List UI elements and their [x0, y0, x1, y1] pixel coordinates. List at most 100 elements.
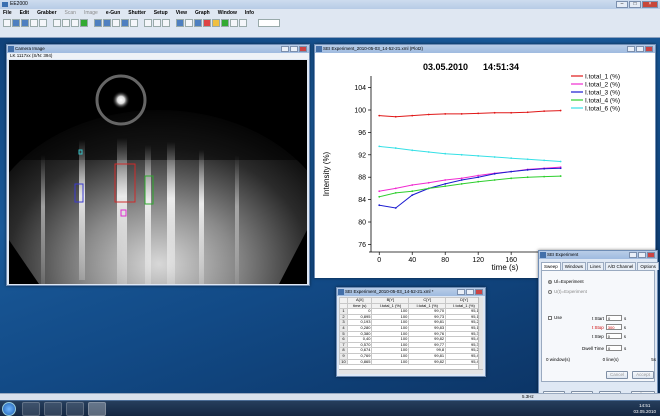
table-cell[interactable]: 0,895 — [346, 313, 373, 321]
use-checkbox[interactable]: Use — [548, 315, 562, 320]
table-cell[interactable]: 100 — [371, 319, 410, 326]
menu-grabber[interactable]: Grabber — [37, 10, 57, 16]
help-icon[interactable] — [239, 19, 247, 27]
paste-icon[interactable] — [71, 19, 79, 27]
table-row[interactable]: 2 0,895 100 99,73 95,15 — [339, 313, 483, 321]
table-cell[interactable]: 100 — [371, 358, 410, 366]
table-cell[interactable]: 100 — [371, 352, 410, 360]
table-cell[interactable]: 0,865 — [346, 358, 373, 366]
close-button[interactable]: × — [642, 1, 658, 8]
menu-info[interactable]: Info — [244, 10, 255, 16]
plot-icon[interactable] — [194, 19, 202, 27]
table-cell[interactable]: 0,40 — [346, 336, 373, 343]
plot-maximize-button[interactable] — [636, 46, 644, 52]
grab-icon[interactable] — [80, 19, 88, 27]
menu-scan[interactable]: Scan — [64, 10, 76, 16]
table-cell[interactable]: 99,82 — [408, 358, 447, 366]
explorer-taskbar-icon[interactable] — [22, 402, 40, 416]
system-tray-clock[interactable]: 14:51 03.05.2010 — [633, 403, 656, 414]
tab-windows[interactable]: Windows — [561, 262, 587, 270]
camera-icon[interactable] — [94, 19, 102, 27]
table-cell[interactable]: 0,193 — [346, 319, 373, 326]
zoom-icon[interactable] — [185, 19, 193, 27]
start-button-icon[interactable] — [2, 402, 16, 416]
tab-ad-channel[interactable]: A/D Channel — [604, 262, 637, 270]
maximize-button[interactable]: □ — [629, 1, 641, 8]
table-row[interactable]: 5 0,380 100 99,76 95,34 — [339, 330, 483, 338]
table-cell[interactable]: 100 — [371, 308, 410, 315]
radio-ul-experiment[interactable]: Ul=Experiment — [548, 279, 584, 284]
copy-icon[interactable] — [62, 19, 70, 27]
experiment-maximize-button[interactable] — [638, 252, 646, 258]
accept-button[interactable]: Accept — [632, 371, 654, 379]
tab-sweep[interactable]: Sweep — [541, 262, 561, 270]
experiment-minimize-button[interactable] — [629, 252, 637, 258]
table-cell[interactable]: 100 — [371, 313, 410, 321]
new-file-icon[interactable] — [3, 19, 11, 27]
table-close-button[interactable] — [475, 289, 483, 295]
table-cell[interactable]: 0 — [346, 308, 373, 315]
play-icon[interactable] — [221, 19, 229, 27]
save-icon[interactable] — [21, 19, 29, 27]
table-row[interactable]: 1 0 100 99,70 95,15 — [339, 308, 483, 315]
table-row[interactable]: 3 0,193 100 99,81 95,21 — [339, 319, 483, 326]
minimize-button[interactable]: – — [616, 1, 628, 8]
table-maximize-button[interactable] — [466, 289, 474, 295]
t-start-input[interactable]: 0 — [606, 315, 623, 321]
media-taskbar-icon[interactable] — [66, 402, 84, 416]
table-header-cell[interactable]: I.total_1 (%) — [371, 302, 410, 310]
pointer-icon[interactable] — [176, 19, 184, 27]
menu-file[interactable]: File — [3, 10, 12, 16]
ellipse-icon[interactable] — [162, 19, 170, 27]
table-horizontal-scrollbar[interactable] — [339, 369, 483, 374]
table-row[interactable]: 8 0,674 100 99,8 95,28 — [339, 347, 483, 354]
menu-egun[interactable]: e-Gun — [105, 10, 121, 16]
roi-cyan[interactable] — [78, 149, 83, 155]
camera-maximize-button[interactable] — [290, 46, 298, 52]
table-row[interactable]: 6 0,40 100 99,82 95,42 — [339, 336, 483, 343]
open-file-icon[interactable] — [12, 19, 20, 27]
data-table[interactable]: A[X] B[Y] C[Y] D[Y] time (s) I.total_1 (%) I.t… — [339, 297, 483, 374]
record-icon[interactable] — [121, 19, 129, 27]
table-cell[interactable]: 0,380 — [346, 330, 373, 338]
table-row[interactable]: 10 0,865 100 99,82 95,41 — [339, 358, 483, 366]
table-vertical-scrollbar[interactable] — [478, 297, 483, 374]
table-row[interactable]: 9 0,769 100 99,81 95,46 — [339, 352, 483, 360]
plot-area[interactable]: 76 80 84 88 92 96 100 104 0 40 80 120 160 I.total_1 … — [315, 54, 655, 278]
menu-window[interactable]: Window — [217, 10, 237, 16]
folder-taskbar-icon[interactable] — [44, 402, 62, 416]
tab-options[interactable]: Options — [637, 262, 659, 270]
print-icon[interactable] — [30, 19, 38, 27]
camera-close-button[interactable] — [299, 46, 307, 52]
menu-graph[interactable]: Graph — [195, 10, 210, 16]
table-cell[interactable]: 0,674 — [346, 347, 373, 354]
settings-icon[interactable] — [130, 19, 138, 27]
table-cell[interactable]: 0,570 — [346, 341, 373, 349]
cut-icon[interactable] — [53, 19, 61, 27]
plot-close-button[interactable] — [645, 46, 653, 52]
menu-view[interactable]: View — [175, 10, 187, 16]
table-cell[interactable]: 100 — [371, 330, 410, 338]
tab-lines[interactable]: Lines — [587, 262, 604, 270]
table-header-cell[interactable]: time (s) — [346, 302, 373, 310]
table-header-cell[interactable]: B[Y] — [371, 297, 410, 304]
table-header-cell[interactable]: A[X] — [346, 297, 373, 304]
roi-magenta[interactable] — [120, 209, 127, 217]
table-cell[interactable]: 0,769 — [346, 352, 373, 360]
row-number[interactable]: 10 — [339, 358, 348, 366]
t-stop-input[interactable]: 300 — [605, 324, 622, 330]
rectangle-icon[interactable] — [153, 19, 161, 27]
roi-green[interactable] — [144, 175, 154, 205]
roi-red[interactable] — [114, 163, 136, 203]
cancel-button[interactable]: Cancel — [606, 371, 628, 379]
table-icon[interactable] — [230, 19, 238, 27]
menu-setup[interactable]: Setup — [153, 10, 168, 16]
table-minimize-button[interactable] — [457, 289, 465, 295]
rheed-image[interactable] — [9, 60, 307, 284]
radio-ut-experiment[interactable]: U(t)=Experiment — [548, 289, 587, 294]
live-icon[interactable] — [103, 19, 111, 27]
table-cell[interactable]: 0,280 — [346, 325, 373, 332]
table-cell[interactable]: 100 — [371, 347, 410, 354]
stop-icon[interactable] — [203, 19, 211, 27]
experiment-close-button[interactable] — [647, 252, 655, 258]
